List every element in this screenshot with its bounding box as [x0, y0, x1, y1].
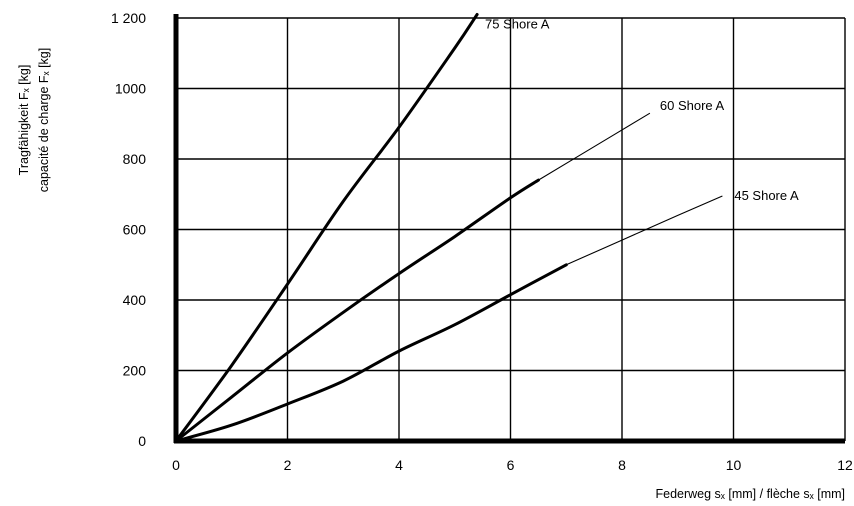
grid [176, 17, 846, 441]
series-line-45-shore-a [174, 263, 568, 443]
series-group: 75 Shore A 60 Shore A 45 Shore A [174, 13, 799, 443]
x-tick-label-2: 4 [395, 457, 403, 473]
series-extension-60-shore-a [538, 112, 651, 181]
series-line-60-shore-a [174, 178, 540, 443]
y-axis-title-line1: Tragfähigkeit Fₓ [kg] [17, 65, 31, 176]
y-tick-label-5: 1000 [115, 81, 146, 97]
series-line-75-shore-a [174, 13, 479, 443]
x-tick-label-0: 0 [172, 457, 180, 473]
y-tick-label-3: 600 [123, 222, 147, 238]
x-tick-label-6: 12 [837, 457, 853, 473]
y-tick-label-6: 1 200 [111, 10, 146, 26]
y-tick-label-4: 800 [123, 151, 147, 167]
x-tick-label-4: 8 [618, 457, 626, 473]
y-axis-title-line2: capacité de charge Fₓ [kg] [37, 48, 51, 192]
tick-labels: 0 2 4 6 8 10 12 0 200 400 600 800 1000 1 200 [111, 10, 853, 473]
axes [173, 14, 845, 444]
series-label-45-shore-a: 45 Shore A [734, 188, 799, 203]
x-axis-title: Federweg sₓ [mm] / flèche sₓ [mm] [656, 487, 846, 501]
series-extension-45-shore-a [566, 195, 723, 266]
x-tick-label-1: 2 [284, 457, 292, 473]
y-tick-label-2: 400 [123, 292, 147, 308]
y-tick-label-1: 200 [123, 363, 147, 379]
x-tick-label-5: 10 [726, 457, 742, 473]
x-tick-label-3: 6 [507, 457, 515, 473]
y-tick-label-0: 0 [138, 433, 146, 449]
series-label-75-shore-a: 75 Shore A [485, 16, 550, 31]
series-label-60-shore-a: 60 Shore A [660, 98, 725, 113]
